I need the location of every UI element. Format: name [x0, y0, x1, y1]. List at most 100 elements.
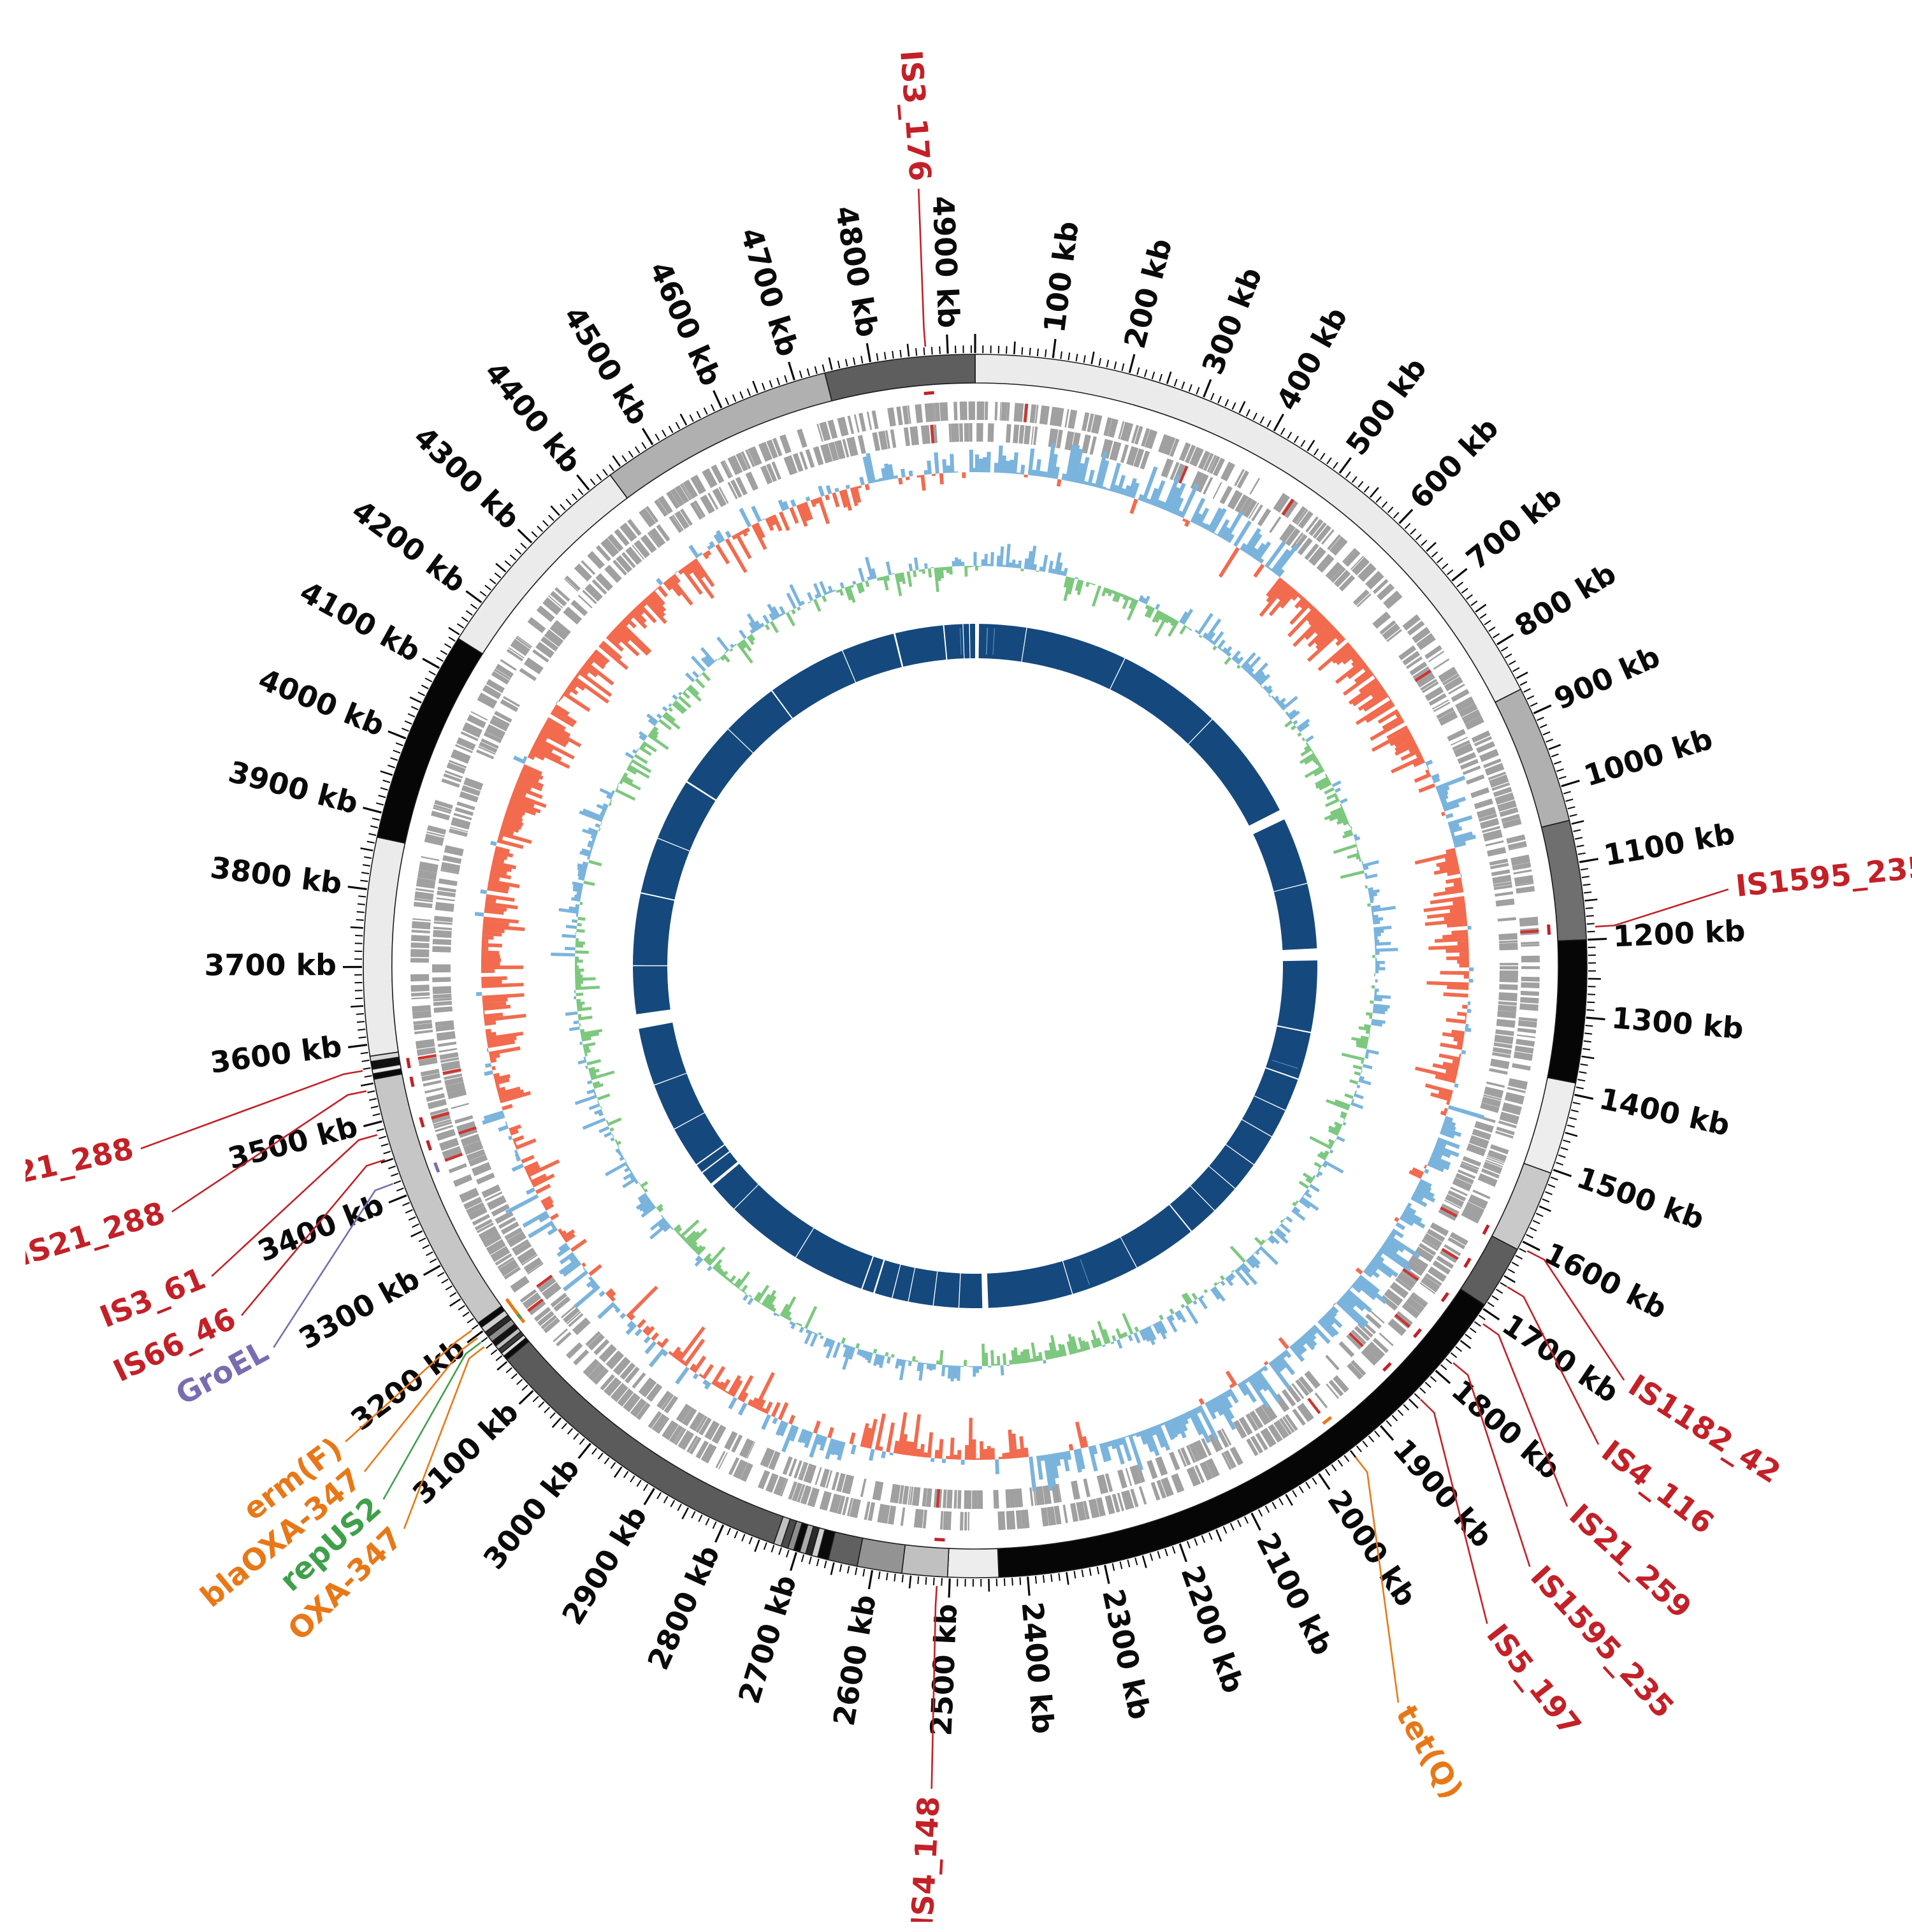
- gc-skew-track-positive: [551, 544, 1398, 1381]
- minor-ticks: [354, 345, 1597, 1587]
- annotation-leader-line: [1482, 1323, 1568, 1507]
- ruler-label: 600 kb: [1403, 411, 1505, 515]
- gc-content-track-negative: [481, 472, 1470, 1460]
- ruler-label: 2400 kb: [1015, 1601, 1061, 1735]
- annotation-leader-line: [1354, 1457, 1400, 1703]
- annotation-leader-line: [382, 1341, 482, 1500]
- annotation-label: IS3_176: [893, 49, 938, 182]
- ruler-label: 1200 kb: [1612, 913, 1746, 953]
- annotation-marker-dash: [1482, 1224, 1490, 1235]
- annotation-label: tet(Q): [1389, 1699, 1470, 1805]
- gc-content-track-positive: [474, 442, 1485, 1492]
- annotation-marker-dash: [510, 1305, 519, 1316]
- ruler-label: 3400 kb: [253, 1187, 389, 1269]
- ruler-label: 2300 kb: [1096, 1586, 1157, 1722]
- annotation-label: IS21_288: [25, 1131, 137, 1198]
- ruler-label: 100 kb: [1037, 219, 1085, 335]
- ruler-label: 1500 kb: [1572, 1160, 1709, 1236]
- gc-content-track: [474, 442, 1485, 1492]
- annotation-leader-line: [171, 1090, 367, 1213]
- ruler-label: 2200 kb: [1175, 1561, 1251, 1698]
- ruler-label: 4200 kb: [345, 493, 472, 600]
- annotations: IS3_176IS1595_235IS1182_42IS4_116IS21_25…: [25, 49, 1912, 1922]
- annotation-marker-dash: [409, 1076, 415, 1088]
- ruler-label: 2800 kb: [641, 1540, 727, 1675]
- annotation-marker-dash: [419, 1116, 425, 1128]
- ruler-ticks: [342, 334, 1607, 1598]
- annotation-label: IS4_148: [905, 1796, 947, 1922]
- major-ticks: [342, 334, 1607, 1598]
- annotation-leader-line: [1507, 1286, 1600, 1445]
- gene-track-forward: [410, 401, 1540, 1531]
- contig-segment: [1547, 939, 1588, 1084]
- ruler-label: 900 kb: [1549, 639, 1665, 716]
- contig-segment: [363, 836, 406, 1057]
- annotation-marker-dash: [433, 1162, 440, 1173]
- annotation-marker-dash: [1382, 1362, 1392, 1372]
- annotation-label: IS21_288: [25, 1195, 169, 1273]
- ruler-label: 4400 kb: [478, 355, 588, 479]
- annotation-marker-dash: [1463, 1257, 1472, 1269]
- contig-segment: [901, 1544, 950, 1578]
- ruler-label: 2500 kb: [923, 1603, 964, 1737]
- ruler-label: 1700 kb: [1496, 1307, 1625, 1409]
- ruler-label: 3300 kb: [293, 1261, 425, 1356]
- annotation-marker-dash: [1322, 1416, 1333, 1425]
- ruler-label: 4300 kb: [407, 420, 526, 536]
- ruler-label: 1400 kb: [1597, 1081, 1733, 1143]
- ruler-label: 3200 kb: [344, 1330, 471, 1437]
- ruler-label: 4600 kb: [642, 256, 728, 391]
- annotation-leader-line: [403, 1346, 485, 1529]
- contig-segment: [856, 1537, 906, 1574]
- ruler-label: 1300 kb: [1610, 1000, 1744, 1046]
- annotation-leader-line: [273, 1183, 394, 1348]
- ruler-label: 4100 kb: [294, 574, 427, 668]
- gene-blocks: [410, 401, 1540, 1531]
- gc-skew-track-negative: [574, 565, 1375, 1366]
- contig-segment: [1491, 1162, 1552, 1250]
- ruler-label: 3900 kb: [225, 754, 361, 821]
- annotation-label: IS5_197: [1479, 1618, 1588, 1743]
- ruler-label: 400 kb: [1270, 301, 1354, 416]
- annotation-marker-dash: [1412, 1328, 1423, 1339]
- annotation-leader-line: [241, 1158, 386, 1316]
- ruler-label: 1100 kb: [1601, 816, 1737, 873]
- ruler-label: 1800 kb: [1445, 1373, 1567, 1486]
- ruler-label: 3600 kb: [208, 1029, 344, 1080]
- annotation-leader-line: [918, 189, 927, 347]
- coverage-ring: [633, 624, 1317, 1309]
- ruler-label: 800 kb: [1509, 556, 1622, 644]
- contig-segment: [824, 354, 976, 402]
- ruler-label: 3100 kb: [406, 1394, 525, 1511]
- ruler-label: 200 kb: [1117, 235, 1179, 352]
- annotation-leader-line: [931, 1586, 938, 1789]
- annotation-marker-dash: [505, 1298, 514, 1308]
- ruler-label: 4000 kb: [254, 662, 389, 743]
- mid-ticks: [350, 341, 1601, 1592]
- ruler-label: 300 kb: [1195, 263, 1269, 379]
- annotation-leader-line: [1595, 888, 1729, 928]
- ruler-label: 3800 kb: [208, 850, 344, 901]
- ruler-label: 3000 kb: [477, 1451, 586, 1576]
- ruler-label: 4900 kb: [926, 195, 966, 329]
- annotation-leader-line: [140, 1070, 363, 1150]
- coverage-light-slivers: [959, 628, 1298, 1285]
- ruler-label: 3500 kb: [224, 1109, 361, 1176]
- annotation-leader-line: [1526, 1250, 1625, 1381]
- annotation-marker-dash: [406, 1058, 411, 1069]
- gene-track-reverse: [432, 423, 1519, 1510]
- ruler-label: 500 kb: [1339, 351, 1433, 461]
- annotation-marker-dash: [934, 1538, 945, 1542]
- ruler-label: 4800 kb: [829, 203, 885, 340]
- ruler-label: 4700 kb: [734, 224, 806, 360]
- gene-blocks: [432, 423, 1519, 1510]
- ruler-label: 3700 kb: [204, 948, 337, 982]
- ruler-label: 4500 kb: [557, 300, 656, 431]
- ruler-label: 2700 kb: [732, 1571, 803, 1707]
- ruler-label: 1000 kb: [1580, 721, 1716, 793]
- annotation-leader-line: [1419, 1399, 1488, 1624]
- coverage-arcs: [633, 624, 1317, 1309]
- annotation-marker-dash: [426, 1140, 432, 1151]
- ruler-label: 700 kb: [1459, 479, 1568, 576]
